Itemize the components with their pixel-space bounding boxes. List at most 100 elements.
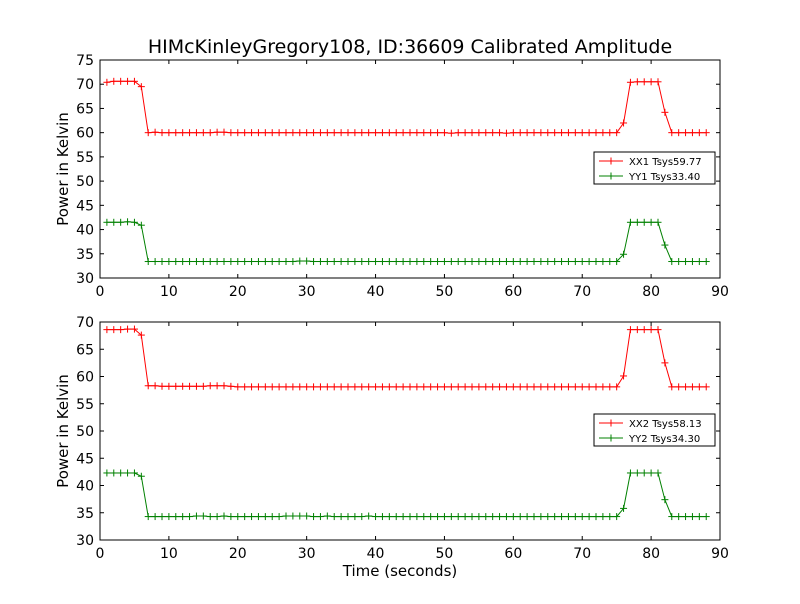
data-point [220,382,228,390]
data-point [165,258,173,266]
data-point [537,513,545,521]
data-point [668,513,676,521]
data-point [385,383,393,391]
data-point [110,218,118,226]
data-point [647,218,655,226]
data-point [585,129,593,137]
data-point [633,218,641,226]
data-point [227,513,235,521]
data-point [406,513,414,521]
data-point [420,129,428,137]
data-point [213,128,221,136]
data-point [199,129,207,137]
data-point [496,258,504,266]
data-point [282,512,290,520]
data-point [303,512,311,520]
data-point [316,258,324,266]
data-point [289,512,297,520]
data-point [199,512,207,520]
data-point [227,382,235,390]
data-point [261,129,269,137]
data-point [633,469,641,477]
data-point [392,129,400,137]
data-point [475,513,483,521]
data-point [372,513,380,521]
data-point [509,258,517,266]
data-point [323,258,331,266]
data-point [378,383,386,391]
x-tick-label: 70 [573,546,591,562]
data-point [633,78,641,86]
y-tick-label: 35 [76,247,94,263]
data-point [695,513,703,521]
data-point [537,129,545,137]
data-point [110,326,118,334]
data-point [192,258,200,266]
data-point [571,258,579,266]
data-point [647,78,655,86]
data-point [172,382,180,390]
y-tick-label: 30 [76,533,94,549]
x-tick-label: 40 [367,284,385,300]
data-point [392,383,400,391]
data-point [385,513,393,521]
y-tick-label: 55 [76,397,94,413]
x-tick-label: 20 [229,546,247,562]
data-point [365,129,373,137]
data-point [551,513,559,521]
data-point [103,326,111,334]
data-point [613,513,621,521]
x-tick-label: 50 [436,284,454,300]
data-point [158,513,166,521]
data-point [599,129,607,137]
data-point [530,129,538,137]
data-point [234,383,242,391]
data-point [530,258,538,266]
data-point [344,129,352,137]
y-tick-label: 65 [76,101,94,117]
data-point [592,383,600,391]
data-point [330,258,338,266]
data-point [206,258,214,266]
data-point [227,258,235,266]
data-point [461,258,469,266]
data-point [620,504,628,512]
data-point [275,129,283,137]
data-point [310,383,318,391]
data-point [323,512,331,520]
data-point [248,513,256,521]
data-point [661,108,669,116]
x-tick-label: 90 [711,546,729,562]
data-point [468,383,476,391]
data-point [144,258,152,266]
data-point [682,513,690,521]
data-point [502,383,510,391]
data-point [447,258,455,266]
data-point [509,383,517,391]
data-point [358,258,366,266]
data-point [454,383,462,391]
data-point [199,258,207,266]
data-point [206,513,214,521]
data-point [647,469,655,477]
data-point [420,383,428,391]
data-point [124,77,132,85]
y-tick-label: 65 [76,342,94,358]
legend: XX1 Tsys59.77 YY1 Tsys33.40 [593,151,716,185]
data-point [537,258,545,266]
data-point [440,513,448,521]
data-point [516,383,524,391]
data-point [468,258,476,266]
data-point [124,325,132,333]
data-point [351,513,359,521]
data-point [137,472,145,480]
data-point [640,469,648,477]
data-point [378,258,386,266]
data-point [613,383,621,391]
data-point [110,469,118,477]
data-point [454,129,462,137]
data-point [482,258,490,266]
y-axis-label: Power in Kelvin [54,112,72,226]
data-point [165,382,173,390]
